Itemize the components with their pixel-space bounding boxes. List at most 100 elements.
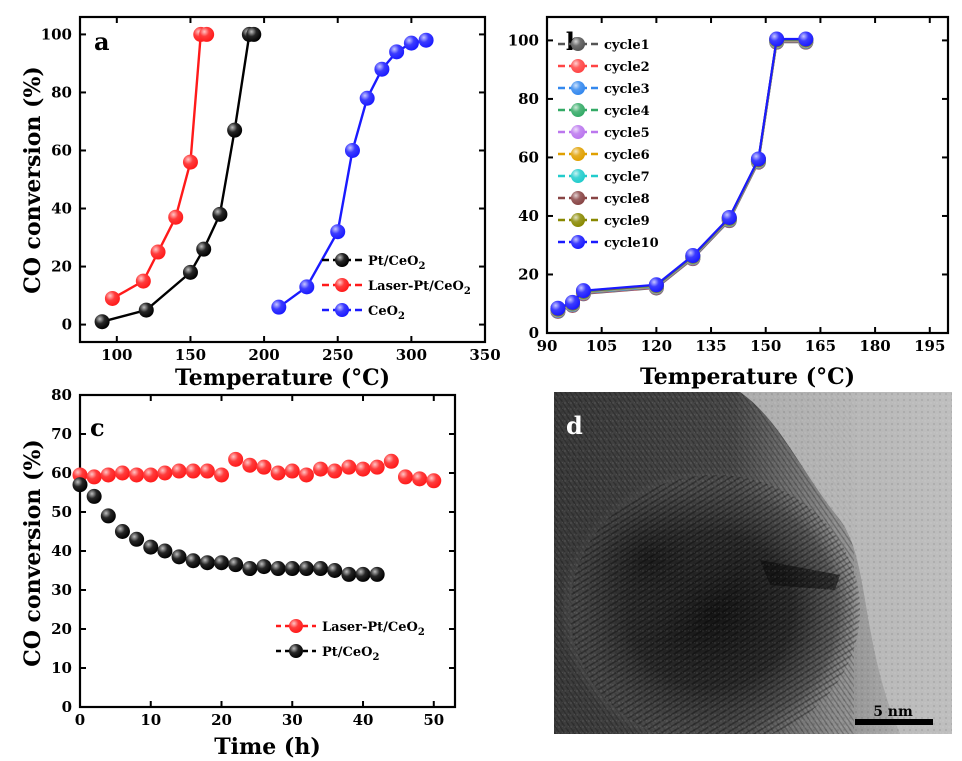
data-point — [100, 467, 116, 483]
legend-marker — [571, 213, 585, 227]
data-point — [685, 248, 701, 264]
legend-item: Laser-Pt/CeO2 — [276, 619, 425, 638]
x-tick-label: 165 — [805, 337, 836, 355]
y-tick-label: 0 — [62, 316, 72, 334]
x-tick-label: 250 — [322, 346, 353, 364]
data-point — [138, 302, 154, 318]
x-tick-label: 0 — [75, 711, 85, 729]
y-axis-label: CO conversion (%) — [20, 66, 46, 294]
data-point — [355, 461, 371, 477]
data-point — [246, 26, 262, 42]
data-point — [157, 543, 173, 559]
legend-marker — [335, 278, 349, 292]
series-1 — [104, 26, 215, 306]
y-tick-label: 60 — [51, 464, 72, 482]
data-point — [94, 314, 110, 330]
legend-label: cycle7 — [604, 170, 650, 185]
y-tick-label: 80 — [518, 90, 539, 108]
legend-label: cycle5 — [604, 126, 650, 141]
data-point — [330, 224, 346, 240]
legend-item: Laser-Pt/CeO2 — [322, 278, 471, 297]
legend-label-text: cycle3 — [604, 82, 650, 97]
series-0 — [94, 26, 262, 330]
series-2 — [271, 32, 434, 315]
data-point — [369, 566, 385, 582]
series-cycle10 — [550, 31, 814, 316]
series-cycle8 — [550, 32, 814, 317]
legend-marker — [571, 81, 585, 95]
data-point — [199, 26, 215, 42]
panel-c: 0 10 20 30 40 50 0 10 20 30 40 50 60 70 80 Time (h) CO c… — [20, 386, 457, 760]
legend-marker — [571, 103, 585, 117]
legend-label-subscript: 2 — [372, 652, 379, 663]
legend-label-subscript: 2 — [418, 627, 425, 638]
legend-label-text: cycle10 — [604, 236, 659, 251]
legend-label-subscript: 2 — [418, 261, 425, 272]
data-point — [100, 508, 116, 524]
y-tick-label: 20 — [51, 258, 72, 276]
data-point — [143, 467, 159, 483]
legend-item: cycle5 — [558, 125, 650, 141]
y-tick-label: 0 — [529, 324, 539, 342]
legend-label: Pt/CeO2 — [368, 254, 425, 272]
series-cycle7 — [550, 32, 814, 317]
x-tick-label: 120 — [641, 337, 672, 355]
x-tick-label: 200 — [248, 346, 279, 364]
x-tick-label: 300 — [396, 346, 427, 364]
legend-label-text: CeO — [368, 304, 398, 319]
data-point — [185, 553, 201, 569]
legend-item: cycle3 — [558, 81, 650, 97]
data-point — [575, 283, 591, 299]
legend-marker — [335, 303, 349, 317]
data-point — [550, 300, 566, 316]
data-point — [397, 469, 413, 485]
x-axis-label: Time (h) — [214, 734, 320, 760]
data-point — [327, 563, 343, 578]
legend-item: cycle9 — [558, 213, 650, 229]
data-point — [341, 566, 357, 582]
legend: cycle1 cycle2 cycle3 cycle4 cycle5 cycle6 cycl… — [558, 37, 659, 251]
legend-item: cycle10 — [558, 235, 659, 251]
legend-item: cycle7 — [558, 169, 650, 185]
legend-label: cycle8 — [604, 192, 650, 207]
legend-label-text: cycle7 — [604, 170, 650, 185]
legend-label-text: cycle5 — [604, 126, 650, 141]
data-point — [298, 467, 314, 483]
y-tick-label: 100 — [508, 31, 539, 49]
x-tick-label: 135 — [695, 337, 726, 355]
data-point — [196, 241, 212, 257]
plot-frame — [78, 15, 487, 344]
y-axis-label: CO conversion (%) — [20, 439, 46, 667]
legend-item: cycle2 — [558, 59, 650, 75]
data-point — [182, 264, 198, 280]
data-point — [327, 463, 343, 479]
data-point — [185, 463, 201, 479]
data-point — [86, 488, 102, 504]
y-tick-label: 100 — [41, 25, 72, 43]
legend-marker — [289, 619, 303, 633]
series-cycle4 — [550, 33, 814, 318]
data-point — [228, 557, 244, 573]
data-point — [270, 561, 286, 577]
y-tick-label: 20 — [518, 265, 539, 283]
legend-label-text: Laser-Pt/CeO — [368, 279, 464, 294]
data-point — [135, 273, 151, 289]
data-point — [403, 35, 419, 51]
legend-item: cycle6 — [558, 147, 650, 163]
legend-label-text: cycle6 — [604, 148, 650, 163]
series-cycle5 — [550, 33, 814, 318]
legend-label: cycle4 — [604, 104, 650, 119]
data-point — [129, 531, 145, 547]
legend-item: Pt/CeO2 — [276, 644, 379, 663]
data-point — [298, 561, 314, 577]
data-point — [270, 465, 286, 481]
panel-letter-a: a — [94, 27, 110, 56]
series-1 — [72, 477, 385, 582]
data-point — [114, 465, 130, 481]
legend-label: CeO2 — [368, 304, 405, 322]
data-point — [114, 524, 130, 539]
legend-label-text: cycle4 — [604, 104, 650, 119]
legend-label: cycle2 — [604, 60, 650, 75]
data-point — [271, 299, 287, 315]
data-point — [299, 279, 315, 295]
